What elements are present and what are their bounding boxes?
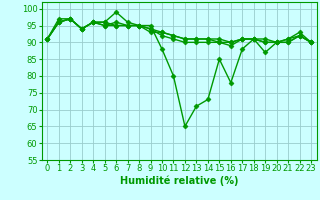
X-axis label: Humidité relative (%): Humidité relative (%)	[120, 176, 238, 186]
